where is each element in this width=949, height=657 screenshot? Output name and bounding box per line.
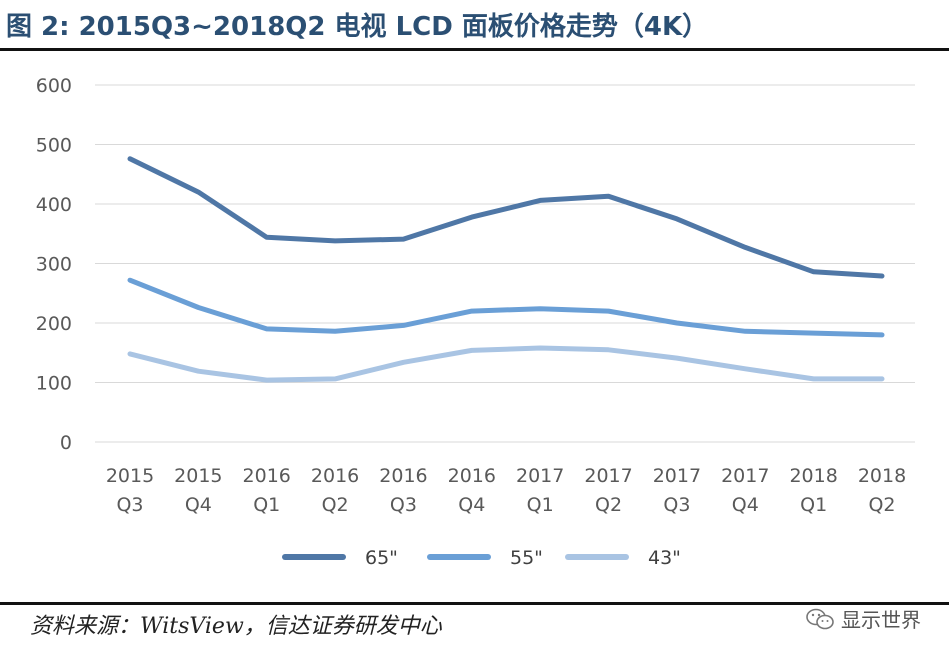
- footer-divider: [0, 602, 949, 605]
- legend: 65" 55" 43": [282, 547, 681, 569]
- series-line: [127, 345, 885, 383]
- x-tick-label: 2017: [584, 465, 632, 487]
- legend-label: 55": [510, 547, 543, 569]
- x-tick-label: Q2: [322, 494, 349, 516]
- x-tick-label: 2017: [516, 465, 564, 487]
- wechat-icon: [806, 608, 834, 629]
- x-tick-label: Q1: [527, 494, 554, 516]
- x-tick-label: 2017: [721, 465, 769, 487]
- y-tick-label: 600: [36, 75, 72, 97]
- series-line: [127, 156, 885, 279]
- x-tick-label: Q4: [458, 494, 485, 516]
- x-tick-label: Q2: [595, 494, 622, 516]
- x-tick-label: Q4: [732, 494, 759, 516]
- grid-lines: [95, 84, 915, 443]
- legend-label: 65": [365, 547, 398, 569]
- x-tick-label: 2016: [243, 465, 291, 487]
- watermark: 显示世界: [805, 604, 921, 633]
- x-tick-label: 2015: [174, 465, 222, 487]
- watermark-text: 显示世界: [841, 608, 921, 632]
- source-note: 资料来源：WitsView，信达证券研发中心: [30, 614, 442, 639]
- x-tick-label: 2018: [858, 465, 906, 487]
- series-lines: [127, 156, 885, 383]
- series-line: [127, 277, 885, 338]
- legend-label: 43": [648, 547, 681, 569]
- y-tick-label: 400: [36, 194, 72, 216]
- x-tick-label: 2018: [789, 465, 837, 487]
- x-tick-label: Q1: [253, 494, 280, 516]
- y-tick-label: 0: [60, 432, 72, 454]
- x-axis: 2015 Q3 2015 Q4 2016 Q1 2016 Q2 2016 Q3 2016 Q4 2017…: [106, 465, 906, 516]
- x-tick-label: Q3: [663, 494, 690, 516]
- x-tick-label: 2015: [106, 465, 154, 487]
- y-tick-label: 300: [36, 254, 72, 276]
- x-tick-label: Q4: [185, 494, 212, 516]
- page-title: 图 2: 2015Q3~2018Q2 电视 LCD 面板价格走势（4K）: [6, 12, 709, 42]
- y-tick-label: 100: [36, 373, 72, 395]
- x-tick-label: Q3: [390, 494, 417, 516]
- x-tick-label: 2016: [379, 465, 427, 487]
- x-tick-label: Q3: [116, 494, 143, 516]
- x-tick-label: 2016: [311, 465, 359, 487]
- y-tick-label: 200: [36, 313, 72, 335]
- y-axis: 0 100 200 300 400 500 600: [36, 75, 72, 454]
- x-tick-label: Q2: [868, 494, 895, 516]
- x-tick-label: 2017: [653, 465, 701, 487]
- title-divider: [0, 48, 949, 51]
- y-tick-label: 500: [36, 135, 72, 157]
- x-tick-label: 2016: [448, 465, 496, 487]
- x-tick-label: Q1: [800, 494, 827, 516]
